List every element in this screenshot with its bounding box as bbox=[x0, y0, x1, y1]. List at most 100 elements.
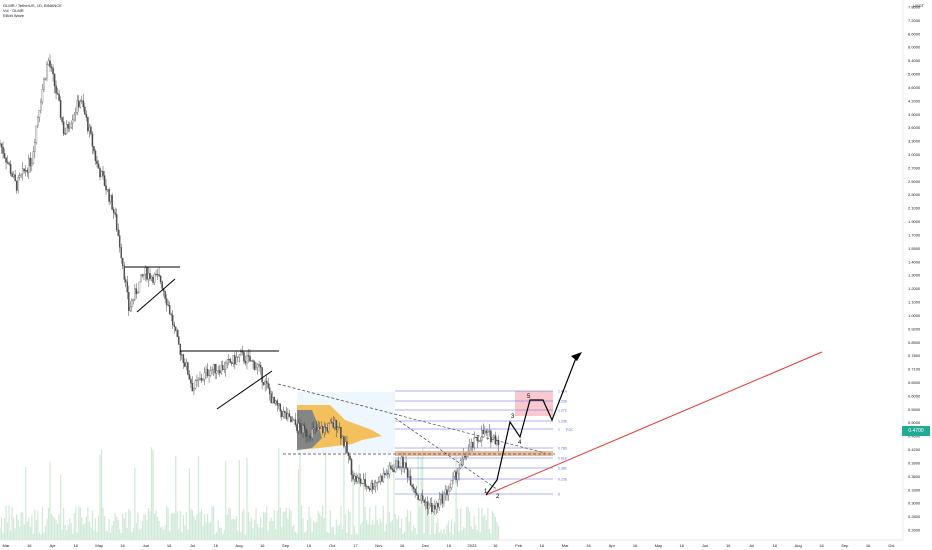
volume-bar bbox=[16, 514, 18, 540]
candle-body bbox=[112, 209, 115, 213]
fib-level-label: 0.382 bbox=[558, 467, 567, 471]
volume-bar bbox=[132, 527, 134, 540]
volume-bar bbox=[11, 507, 13, 540]
volume-bar bbox=[117, 520, 119, 540]
y-tick-label: 3.9000 bbox=[908, 112, 921, 117]
candle-body bbox=[62, 121, 65, 134]
volume-bar bbox=[14, 528, 16, 540]
volume-bar bbox=[347, 509, 350, 540]
volume-bar bbox=[293, 524, 295, 540]
fib-level-label: 1.236 bbox=[558, 400, 567, 404]
axis-unit-label: USDT bbox=[913, 3, 924, 8]
volume-bar bbox=[126, 528, 128, 540]
volume-bar bbox=[149, 511, 151, 540]
volume-bar bbox=[0, 517, 3, 540]
volume-bar bbox=[197, 455, 200, 540]
candle-body bbox=[355, 475, 357, 482]
volume-bar bbox=[23, 524, 25, 540]
x-tick-label: 16 bbox=[773, 543, 778, 548]
candle-body bbox=[67, 124, 69, 129]
volume-bar bbox=[88, 521, 90, 540]
candle-body bbox=[443, 493, 445, 504]
candle-body bbox=[170, 313, 172, 316]
volume-bar bbox=[152, 450, 154, 540]
candle-body bbox=[418, 499, 421, 501]
y-tick-label: 4.6000 bbox=[908, 85, 921, 90]
candles bbox=[0, 54, 500, 516]
candle-body bbox=[493, 435, 495, 438]
volume-bar bbox=[222, 534, 224, 540]
volume-bar bbox=[311, 531, 313, 540]
candle-body bbox=[131, 300, 133, 308]
legend-volume[interactable]: Vol · GLMR bbox=[3, 8, 24, 13]
volume-bar bbox=[479, 532, 481, 540]
candle-body bbox=[312, 427, 315, 430]
y-tick-label: 7.2000 bbox=[908, 18, 921, 23]
volume-bar bbox=[273, 510, 275, 540]
candle-body bbox=[279, 403, 282, 412]
fib-poc-zone bbox=[395, 451, 553, 456]
volume-bar bbox=[238, 460, 240, 540]
candle-body bbox=[41, 89, 44, 103]
candle-body bbox=[431, 503, 433, 512]
volume-bar bbox=[372, 519, 374, 540]
volume-bar bbox=[235, 516, 237, 540]
volume-bar bbox=[484, 514, 486, 540]
volume-bar bbox=[108, 519, 110, 540]
volume-bar bbox=[290, 510, 292, 540]
x-tick-label: 16 bbox=[400, 543, 405, 548]
candle-body bbox=[82, 100, 85, 108]
candle-body bbox=[453, 471, 456, 477]
candle-body bbox=[34, 142, 36, 152]
volume-bar bbox=[488, 529, 490, 540]
volume-bar bbox=[38, 532, 40, 540]
volume-bar bbox=[169, 531, 171, 540]
volume-bar bbox=[267, 530, 269, 540]
candle-body bbox=[220, 364, 222, 374]
profile-histogram-gray bbox=[297, 410, 322, 450]
candle-body bbox=[385, 472, 388, 476]
candle-body bbox=[184, 362, 186, 367]
volume-bar bbox=[367, 523, 369, 540]
volume-bar bbox=[266, 506, 268, 540]
volume-bar bbox=[31, 515, 33, 540]
candle-body bbox=[403, 462, 406, 468]
candle-body bbox=[134, 288, 136, 300]
y-tick-label: 0.8500 bbox=[908, 340, 921, 345]
candle-body bbox=[25, 170, 27, 172]
volume-bar bbox=[176, 511, 178, 540]
volume-bar bbox=[461, 530, 463, 540]
candle-body bbox=[264, 380, 266, 385]
candle-body bbox=[343, 436, 345, 447]
x-tick-label: Jun bbox=[702, 543, 708, 548]
candle-body bbox=[146, 267, 148, 280]
candle-body bbox=[335, 420, 338, 430]
candle-body bbox=[378, 481, 380, 483]
candle-body bbox=[76, 100, 79, 113]
volume-bar bbox=[361, 522, 363, 540]
volume-bar bbox=[252, 527, 254, 540]
volume-bar bbox=[343, 446, 345, 540]
candle-body bbox=[297, 423, 300, 431]
candle-body bbox=[115, 214, 118, 231]
candle-body bbox=[487, 430, 489, 433]
legend-symbol[interactable]: GLMR / TetherUS, 1D, BINANCE bbox=[3, 3, 62, 8]
candle-body bbox=[47, 60, 50, 65]
candle-body bbox=[153, 273, 156, 283]
y-tick-label: 5.4000 bbox=[908, 58, 921, 63]
candle-body bbox=[175, 326, 177, 331]
volume-bar bbox=[166, 506, 168, 540]
y-tick-label: 3.3000 bbox=[908, 139, 921, 144]
fib-level-label: 1.236 bbox=[558, 420, 567, 424]
candle-body bbox=[79, 101, 82, 108]
volume-bar bbox=[294, 531, 297, 540]
candle-body bbox=[446, 489, 448, 496]
candle-body bbox=[482, 430, 485, 434]
legend-indicator[interactable]: Elliott Wave bbox=[3, 13, 24, 18]
volume-bar bbox=[99, 454, 101, 540]
volume-bar bbox=[135, 523, 137, 540]
candle-body bbox=[218, 370, 221, 374]
candle-body bbox=[417, 494, 419, 500]
volume-bar bbox=[28, 517, 30, 540]
